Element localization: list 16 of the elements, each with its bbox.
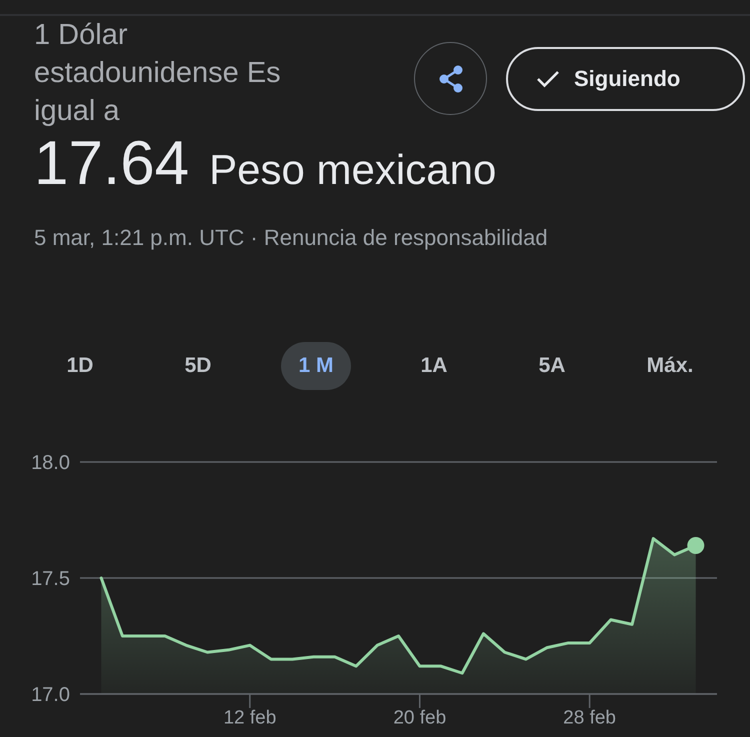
text: 5A	[538, 354, 566, 378]
text: 5 mar, 1:21 p.m. UTC · Renuncia de responsabilidad	[34, 225, 548, 250]
chart-title: 1 Dólar estadounidense Es igual a	[34, 19, 281, 127]
text: 1 M	[298, 354, 334, 378]
text: Máx.	[646, 354, 694, 378]
text: 1D	[66, 354, 94, 378]
chart-subtitle: 17.64 Peso mexicano	[34, 129, 496, 198]
text: 1A	[420, 354, 448, 378]
y-tick-label: 17.0	[31, 684, 70, 706]
y-tick-label: 18.0	[31, 452, 70, 474]
x-tick-label: 28 feb	[563, 707, 616, 728]
pill-button: Siguiendo	[506, 47, 745, 111]
x-tick-label: 12 feb	[223, 707, 276, 728]
x-tick-label: 20 feb	[393, 707, 446, 728]
text: 5D	[184, 354, 212, 378]
y-tick-label: 17.5	[31, 568, 70, 590]
